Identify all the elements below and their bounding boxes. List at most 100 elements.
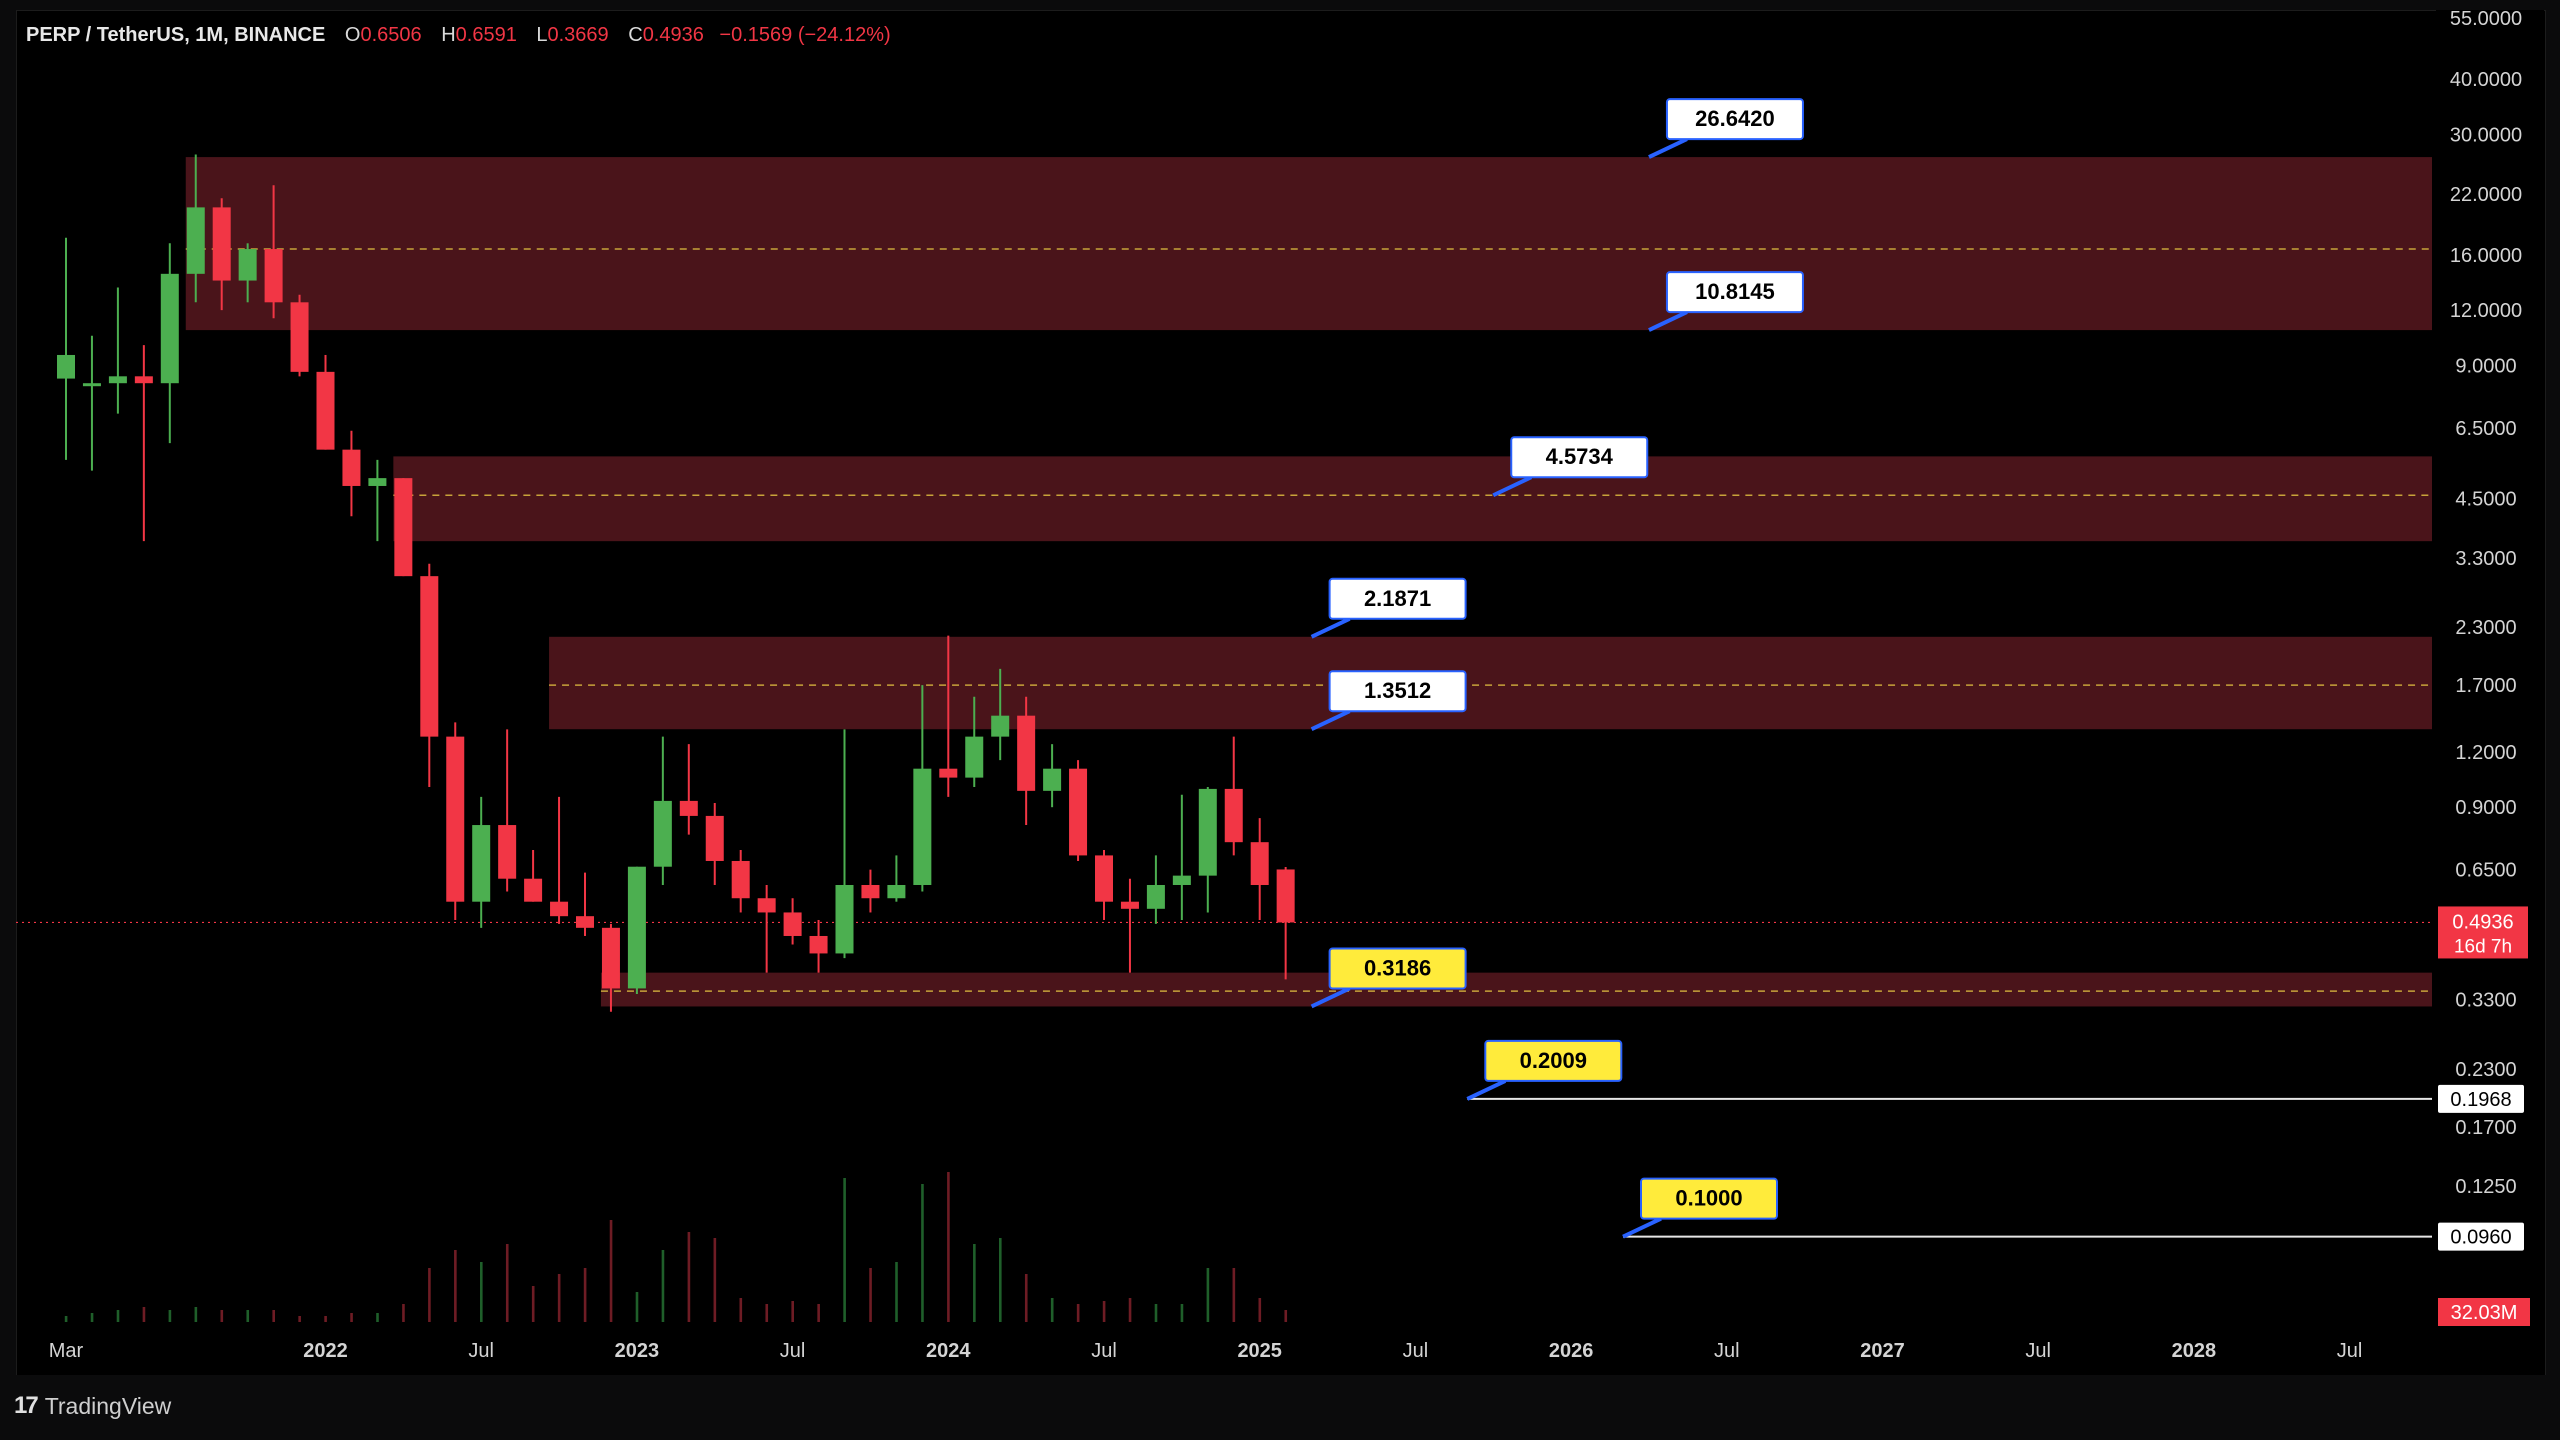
candle-body [861, 884, 880, 899]
callout-box [1328, 670, 1467, 713]
callout-box [1484, 1039, 1623, 1082]
volume-bars [64, 1172, 1288, 1322]
volume-bar-20 [583, 1268, 587, 1322]
candle-16 [472, 796, 491, 928]
supply-demand-zones [185, 157, 2433, 1007]
candle-17 [498, 729, 517, 892]
candle-body [1095, 855, 1113, 902]
volume-bar-34 [947, 1172, 950, 1322]
volume-bar-38 [1050, 1298, 1054, 1322]
callout-box [1665, 271, 1804, 314]
price-tick-3: 22.0000 [2450, 184, 2522, 206]
candle-13 [394, 478, 413, 577]
callout-pointer [1622, 1216, 1662, 1239]
candles [57, 154, 1295, 1012]
candle-15 [446, 722, 465, 920]
low-label: L [536, 24, 548, 46]
price-tick-9: 3.3000 [2455, 548, 2516, 570]
candle-20 [576, 872, 594, 936]
candle-47 [1276, 866, 1295, 980]
candle-body [290, 302, 309, 372]
volume-bar-47 [1284, 1310, 1288, 1322]
candle-body [809, 935, 828, 954]
volume-bar-37 [1024, 1274, 1028, 1322]
candle-body [498, 825, 517, 879]
change-value: −0.1569 (−24.12%) [719, 24, 891, 46]
callout-4: 1.3512 [1310, 670, 1467, 732]
callout-box [1640, 1177, 1778, 1220]
volume-bar-46 [1258, 1298, 1262, 1322]
candle-19 [550, 796, 569, 924]
candle-body [965, 736, 984, 778]
volume-bar-18 [531, 1286, 535, 1322]
candle-23 [653, 736, 672, 885]
volume-bar-39 [1076, 1304, 1080, 1322]
volume-bar-6 [220, 1310, 224, 1322]
candle-body [264, 249, 283, 303]
candle-29 [809, 919, 828, 973]
volume-bar-12 [376, 1313, 379, 1322]
callout-pointer [1466, 1079, 1507, 1101]
volume-bar-8 [272, 1310, 275, 1322]
volume-bar-26 [739, 1298, 743, 1322]
price-tick-8: 4.5000 [2455, 488, 2516, 510]
candle-37 [1017, 696, 1036, 826]
price-tick-13: 0.9000 [2455, 797, 2516, 819]
volume-bar-9 [298, 1316, 301, 1322]
volume-bar-3 [142, 1307, 146, 1322]
callout-label: 2.1871 [1364, 586, 1431, 611]
volume-bar-40 [1102, 1301, 1106, 1322]
candle-body [57, 354, 75, 379]
volume-bar-10 [324, 1316, 327, 1322]
candle-32 [887, 855, 906, 902]
candle-body [316, 371, 335, 450]
candle-body [134, 376, 153, 384]
candle-38 [1043, 744, 1062, 808]
time-tick-8: Jul [1403, 1340, 1429, 1362]
candle-14 [420, 563, 439, 787]
candle-28 [783, 898, 802, 945]
callout-label: 0.3186 [1364, 955, 1431, 980]
candle-body [1069, 768, 1088, 856]
candle-44 [1198, 786, 1217, 913]
volume-bar-4 [168, 1310, 172, 1322]
time-tick-10: Jul [1714, 1340, 1740, 1362]
callout-3: 2.1871 [1310, 577, 1467, 639]
time-tick-2: Jul [468, 1340, 494, 1362]
price-tick-16: 0.2300 [2455, 1059, 2516, 1081]
callout-label: 0.2009 [1520, 1048, 1587, 1073]
candle-1 [82, 335, 101, 471]
candle-body [835, 884, 854, 954]
time-tick-12: Jul [2025, 1340, 2051, 1362]
candle-body [1198, 788, 1217, 876]
candle-2 [108, 287, 127, 414]
volume-bar-13 [402, 1304, 405, 1322]
volume-bar-44 [1206, 1268, 1210, 1322]
time-axis[interactable]: Mar 2022 Jul 2023 Jul 2024 Jul 2025 Jul 2026 Jul 20… [49, 1340, 2363, 1362]
price-tick-18: 0.1250 [2455, 1176, 2516, 1198]
callout-7: 0.1000 [1622, 1177, 1778, 1239]
callout-0: 26.6420 [1648, 98, 1804, 159]
callout-box [1510, 436, 1649, 479]
candle-body [368, 478, 387, 486]
time-tick-5: 2024 [926, 1340, 971, 1362]
volume-bar-17 [505, 1244, 509, 1322]
tradingview-logo[interactable]: 17 TradingView [14, 1392, 171, 1420]
price-tick-17: 0.1700 [2455, 1117, 2516, 1139]
volume-bar-7 [246, 1310, 250, 1322]
hline-price-label-1: 0.0960 [2450, 1227, 2511, 1249]
time-tick-3: 2023 [615, 1340, 660, 1362]
price-axis[interactable]: 55.0000 40.0000 30.0000 22.0000 16.0000 12.00… [2436, 8, 2544, 1375]
candle-40 [1095, 850, 1113, 920]
callout-box [1328, 947, 1467, 990]
candle-body [1276, 869, 1295, 923]
callout-pointer [1310, 986, 1351, 1009]
time-tick-13: 2028 [2172, 1340, 2217, 1362]
volume-value-label: 32.03M [2451, 1302, 2518, 1324]
callout-pointer [1310, 709, 1351, 732]
price-callouts[interactable]: 26.6420 10.8145 4.5734 2.1871 1.3512 0.3186 0.… [1310, 98, 1804, 1239]
candle-7 [238, 243, 257, 303]
price-axis-bg [2436, 10, 2544, 1375]
last-price-label-bg [2438, 906, 2528, 959]
